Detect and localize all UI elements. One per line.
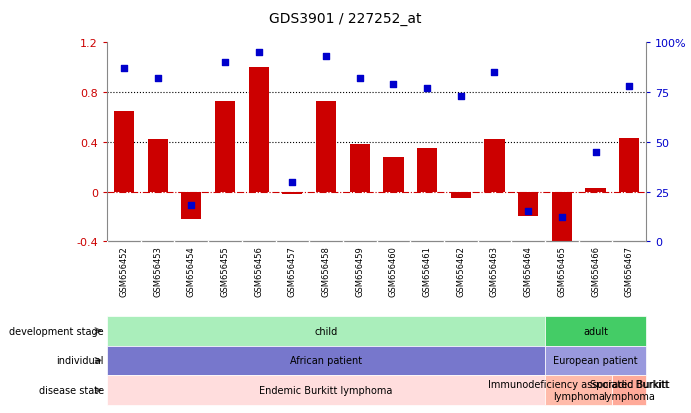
Text: Sporadic Burkitt lymphoma: Sporadic Burkitt lymphoma bbox=[590, 380, 669, 401]
Text: GSM656461: GSM656461 bbox=[423, 245, 432, 296]
Text: GSM656452: GSM656452 bbox=[120, 245, 129, 296]
Text: GSM656464: GSM656464 bbox=[524, 245, 533, 296]
Text: GSM656463: GSM656463 bbox=[490, 245, 499, 296]
Point bbox=[287, 179, 298, 185]
Text: Immunodeficiency associated Burkitt lymphoma: Immunodeficiency associated Burkitt lymp… bbox=[488, 380, 670, 401]
Bar bbox=[181, 192, 201, 219]
Text: development stage: development stage bbox=[9, 326, 104, 336]
Bar bbox=[282, 192, 303, 195]
Text: GSM656462: GSM656462 bbox=[456, 245, 465, 296]
Point bbox=[354, 76, 366, 82]
Bar bbox=[215, 102, 235, 192]
Point bbox=[522, 209, 533, 215]
Text: GDS3901 / 227252_at: GDS3901 / 227252_at bbox=[269, 12, 422, 26]
Point bbox=[590, 149, 601, 156]
Text: GSM656458: GSM656458 bbox=[321, 245, 330, 296]
Point bbox=[388, 82, 399, 88]
Bar bbox=[384, 157, 404, 192]
Text: individual: individual bbox=[56, 356, 104, 366]
Bar bbox=[148, 140, 168, 192]
Point bbox=[321, 54, 332, 61]
Text: GSM656457: GSM656457 bbox=[288, 245, 297, 296]
Bar bbox=[518, 192, 538, 217]
Point bbox=[489, 70, 500, 76]
Text: European patient: European patient bbox=[553, 356, 638, 366]
Text: GSM656455: GSM656455 bbox=[220, 245, 229, 296]
Text: child: child bbox=[314, 326, 338, 336]
Text: disease state: disease state bbox=[39, 385, 104, 395]
Text: African patient: African patient bbox=[290, 356, 362, 366]
Bar bbox=[484, 140, 504, 192]
Text: Endemic Burkitt lymphoma: Endemic Burkitt lymphoma bbox=[259, 385, 392, 395]
Text: GSM656456: GSM656456 bbox=[254, 245, 263, 296]
Point bbox=[624, 84, 635, 90]
Bar bbox=[585, 188, 605, 192]
Text: GSM656465: GSM656465 bbox=[558, 245, 567, 296]
Text: GSM656454: GSM656454 bbox=[187, 245, 196, 296]
Bar bbox=[114, 112, 134, 192]
Point bbox=[220, 60, 231, 66]
Point bbox=[186, 203, 197, 209]
Point bbox=[422, 85, 433, 92]
Bar bbox=[350, 145, 370, 192]
Bar bbox=[249, 68, 269, 192]
Point bbox=[455, 94, 466, 100]
Bar bbox=[417, 149, 437, 192]
Bar bbox=[619, 139, 639, 192]
Point bbox=[118, 66, 129, 72]
Text: GSM656467: GSM656467 bbox=[625, 245, 634, 296]
Point bbox=[152, 76, 163, 82]
Text: GSM656453: GSM656453 bbox=[153, 245, 162, 296]
Point bbox=[253, 50, 264, 57]
Text: GSM656459: GSM656459 bbox=[355, 245, 364, 296]
Text: adult: adult bbox=[583, 326, 608, 336]
Point bbox=[556, 214, 567, 221]
Text: GSM656466: GSM656466 bbox=[591, 245, 600, 296]
Bar bbox=[551, 192, 572, 248]
Bar bbox=[451, 192, 471, 198]
Text: GSM656460: GSM656460 bbox=[389, 245, 398, 296]
Bar bbox=[316, 102, 336, 192]
